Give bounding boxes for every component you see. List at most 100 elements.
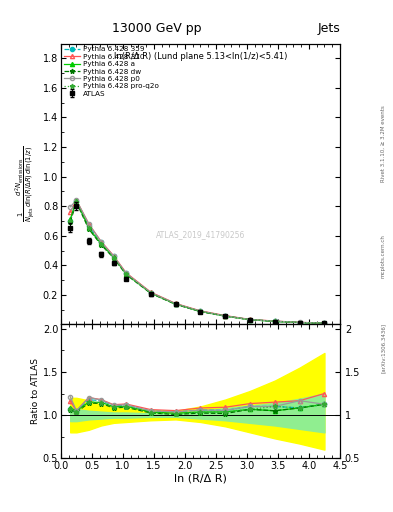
Pythia 6.428 a	[297, 319, 302, 326]
Text: ATLAS_2019_41790256: ATLAS_2019_41790256	[156, 230, 245, 239]
Pythia 6.428 359	[248, 316, 252, 323]
Pythia 6.428 a	[272, 318, 277, 325]
Pythia 6.428 370	[99, 239, 104, 245]
Y-axis label: Ratio to ATLAS: Ratio to ATLAS	[31, 358, 40, 424]
Pythia 6.428 a	[198, 308, 203, 314]
Pythia 6.428 a	[99, 241, 104, 247]
Pythia 6.428 370	[272, 318, 277, 324]
Pythia 6.428 dw	[297, 319, 302, 326]
Pythia 6.428 pro-q2o	[297, 319, 302, 326]
Pythia 6.428 pro-q2o	[173, 301, 178, 307]
Pythia 6.428 370	[297, 319, 302, 326]
Pythia 6.428 p0	[149, 290, 153, 296]
Pythia 6.428 370	[86, 221, 91, 227]
Pythia 6.428 370	[322, 320, 327, 326]
Pythia 6.428 pro-q2o	[74, 199, 79, 205]
Pythia 6.428 dw	[322, 320, 327, 326]
Pythia 6.428 dw	[198, 309, 203, 315]
Pythia 6.428 370	[111, 252, 116, 259]
Pythia 6.428 359	[297, 319, 302, 326]
Pythia 6.428 dw	[149, 290, 153, 296]
Pythia 6.428 pro-q2o	[86, 225, 91, 231]
Pythia 6.428 pro-q2o	[248, 316, 252, 323]
Pythia 6.428 pro-q2o	[272, 318, 277, 324]
Text: Jets: Jets	[317, 22, 340, 34]
Pythia 6.428 359	[198, 308, 203, 314]
Pythia 6.428 dw	[86, 226, 91, 232]
Pythia 6.428 pro-q2o	[322, 320, 327, 326]
Pythia 6.428 359	[149, 290, 153, 296]
X-axis label: ln (R/Δ R): ln (R/Δ R)	[174, 474, 227, 484]
Pythia 6.428 359	[111, 253, 116, 260]
Pythia 6.428 dw	[74, 199, 79, 205]
Pythia 6.428 a	[173, 301, 178, 307]
Pythia 6.428 dw	[272, 318, 277, 325]
Pythia 6.428 pro-q2o	[68, 218, 73, 224]
Pythia 6.428 a	[68, 217, 73, 223]
Y-axis label: $\frac{1}{N_{\mathrm{jets}}}\frac{d^2N_{\mathrm{emissions}}}{d\ln(R/\Delta R)\,d: $\frac{1}{N_{\mathrm{jets}}}\frac{d^2N_{…	[14, 145, 37, 222]
Pythia 6.428 pro-q2o	[124, 271, 129, 278]
Pythia 6.428 p0	[99, 239, 104, 245]
Pythia 6.428 p0	[68, 204, 73, 210]
Pythia 6.428 a	[86, 225, 91, 231]
Pythia 6.428 dw	[111, 255, 116, 261]
Pythia 6.428 370	[248, 316, 252, 323]
Pythia 6.428 a	[322, 320, 327, 326]
Line: Pythia 6.428 370: Pythia 6.428 370	[68, 198, 327, 325]
Text: mcplots.cern.ch: mcplots.cern.ch	[381, 234, 386, 278]
Pythia 6.428 370	[149, 289, 153, 295]
Line: Pythia 6.428 pro-q2o: Pythia 6.428 pro-q2o	[68, 199, 327, 326]
Pythia 6.428 370	[68, 209, 73, 215]
Pythia 6.428 359	[74, 198, 79, 204]
Pythia 6.428 359	[99, 239, 104, 245]
Pythia 6.428 pro-q2o	[223, 313, 228, 319]
Pythia 6.428 pro-q2o	[198, 308, 203, 314]
Pythia 6.428 p0	[111, 253, 116, 259]
Pythia 6.428 359	[272, 318, 277, 324]
Pythia 6.428 dw	[68, 219, 73, 225]
Pythia 6.428 dw	[173, 301, 178, 307]
Pythia 6.428 pro-q2o	[111, 254, 116, 261]
Pythia 6.428 359	[124, 270, 129, 276]
Pythia 6.428 pro-q2o	[149, 290, 153, 296]
Line: Pythia 6.428 359: Pythia 6.428 359	[68, 199, 327, 325]
Pythia 6.428 a	[149, 290, 153, 296]
Pythia 6.428 p0	[198, 308, 203, 314]
Text: Rivet 3.1.10, ≥ 3.2M events: Rivet 3.1.10, ≥ 3.2M events	[381, 105, 386, 182]
Pythia 6.428 370	[74, 197, 79, 203]
Pythia 6.428 359	[86, 223, 91, 229]
Text: ln(R/Δ R) (Lund plane 5.13<ln(1/z)<5.41): ln(R/Δ R) (Lund plane 5.13<ln(1/z)<5.41)	[114, 52, 287, 61]
Text: [arXiv:1306.3436]: [arXiv:1306.3436]	[381, 323, 386, 373]
Pythia 6.428 p0	[223, 313, 228, 319]
Line: Pythia 6.428 p0: Pythia 6.428 p0	[68, 198, 327, 325]
Pythia 6.428 p0	[86, 221, 91, 227]
Pythia 6.428 370	[198, 308, 203, 314]
Pythia 6.428 370	[223, 312, 228, 318]
Pythia 6.428 370	[124, 270, 129, 276]
Pythia 6.428 dw	[248, 316, 252, 323]
Pythia 6.428 a	[124, 271, 129, 277]
Pythia 6.428 dw	[99, 242, 104, 248]
Pythia 6.428 359	[68, 218, 73, 224]
Pythia 6.428 a	[248, 316, 252, 323]
Pythia 6.428 p0	[272, 318, 277, 324]
Pythia 6.428 p0	[124, 270, 129, 276]
Pythia 6.428 p0	[173, 301, 178, 307]
Pythia 6.428 p0	[322, 320, 327, 326]
Pythia 6.428 a	[111, 254, 116, 260]
Text: 13000 GeV pp: 13000 GeV pp	[112, 22, 202, 34]
Pythia 6.428 pro-q2o	[99, 241, 104, 247]
Line: Pythia 6.428 dw: Pythia 6.428 dw	[68, 200, 327, 326]
Pythia 6.428 dw	[223, 313, 228, 319]
Pythia 6.428 a	[223, 313, 228, 319]
Pythia 6.428 359	[322, 320, 327, 326]
Line: Pythia 6.428 a: Pythia 6.428 a	[68, 198, 327, 325]
Pythia 6.428 p0	[74, 197, 79, 203]
Pythia 6.428 p0	[248, 316, 252, 323]
Pythia 6.428 a	[74, 197, 79, 203]
Pythia 6.428 359	[173, 301, 178, 307]
Legend: Pythia 6.428 359, Pythia 6.428 370, Pythia 6.428 a, Pythia 6.428 dw, Pythia 6.42: Pythia 6.428 359, Pythia 6.428 370, Pyth…	[63, 46, 159, 97]
Pythia 6.428 359	[223, 313, 228, 319]
Pythia 6.428 dw	[124, 271, 129, 278]
Pythia 6.428 p0	[297, 319, 302, 326]
